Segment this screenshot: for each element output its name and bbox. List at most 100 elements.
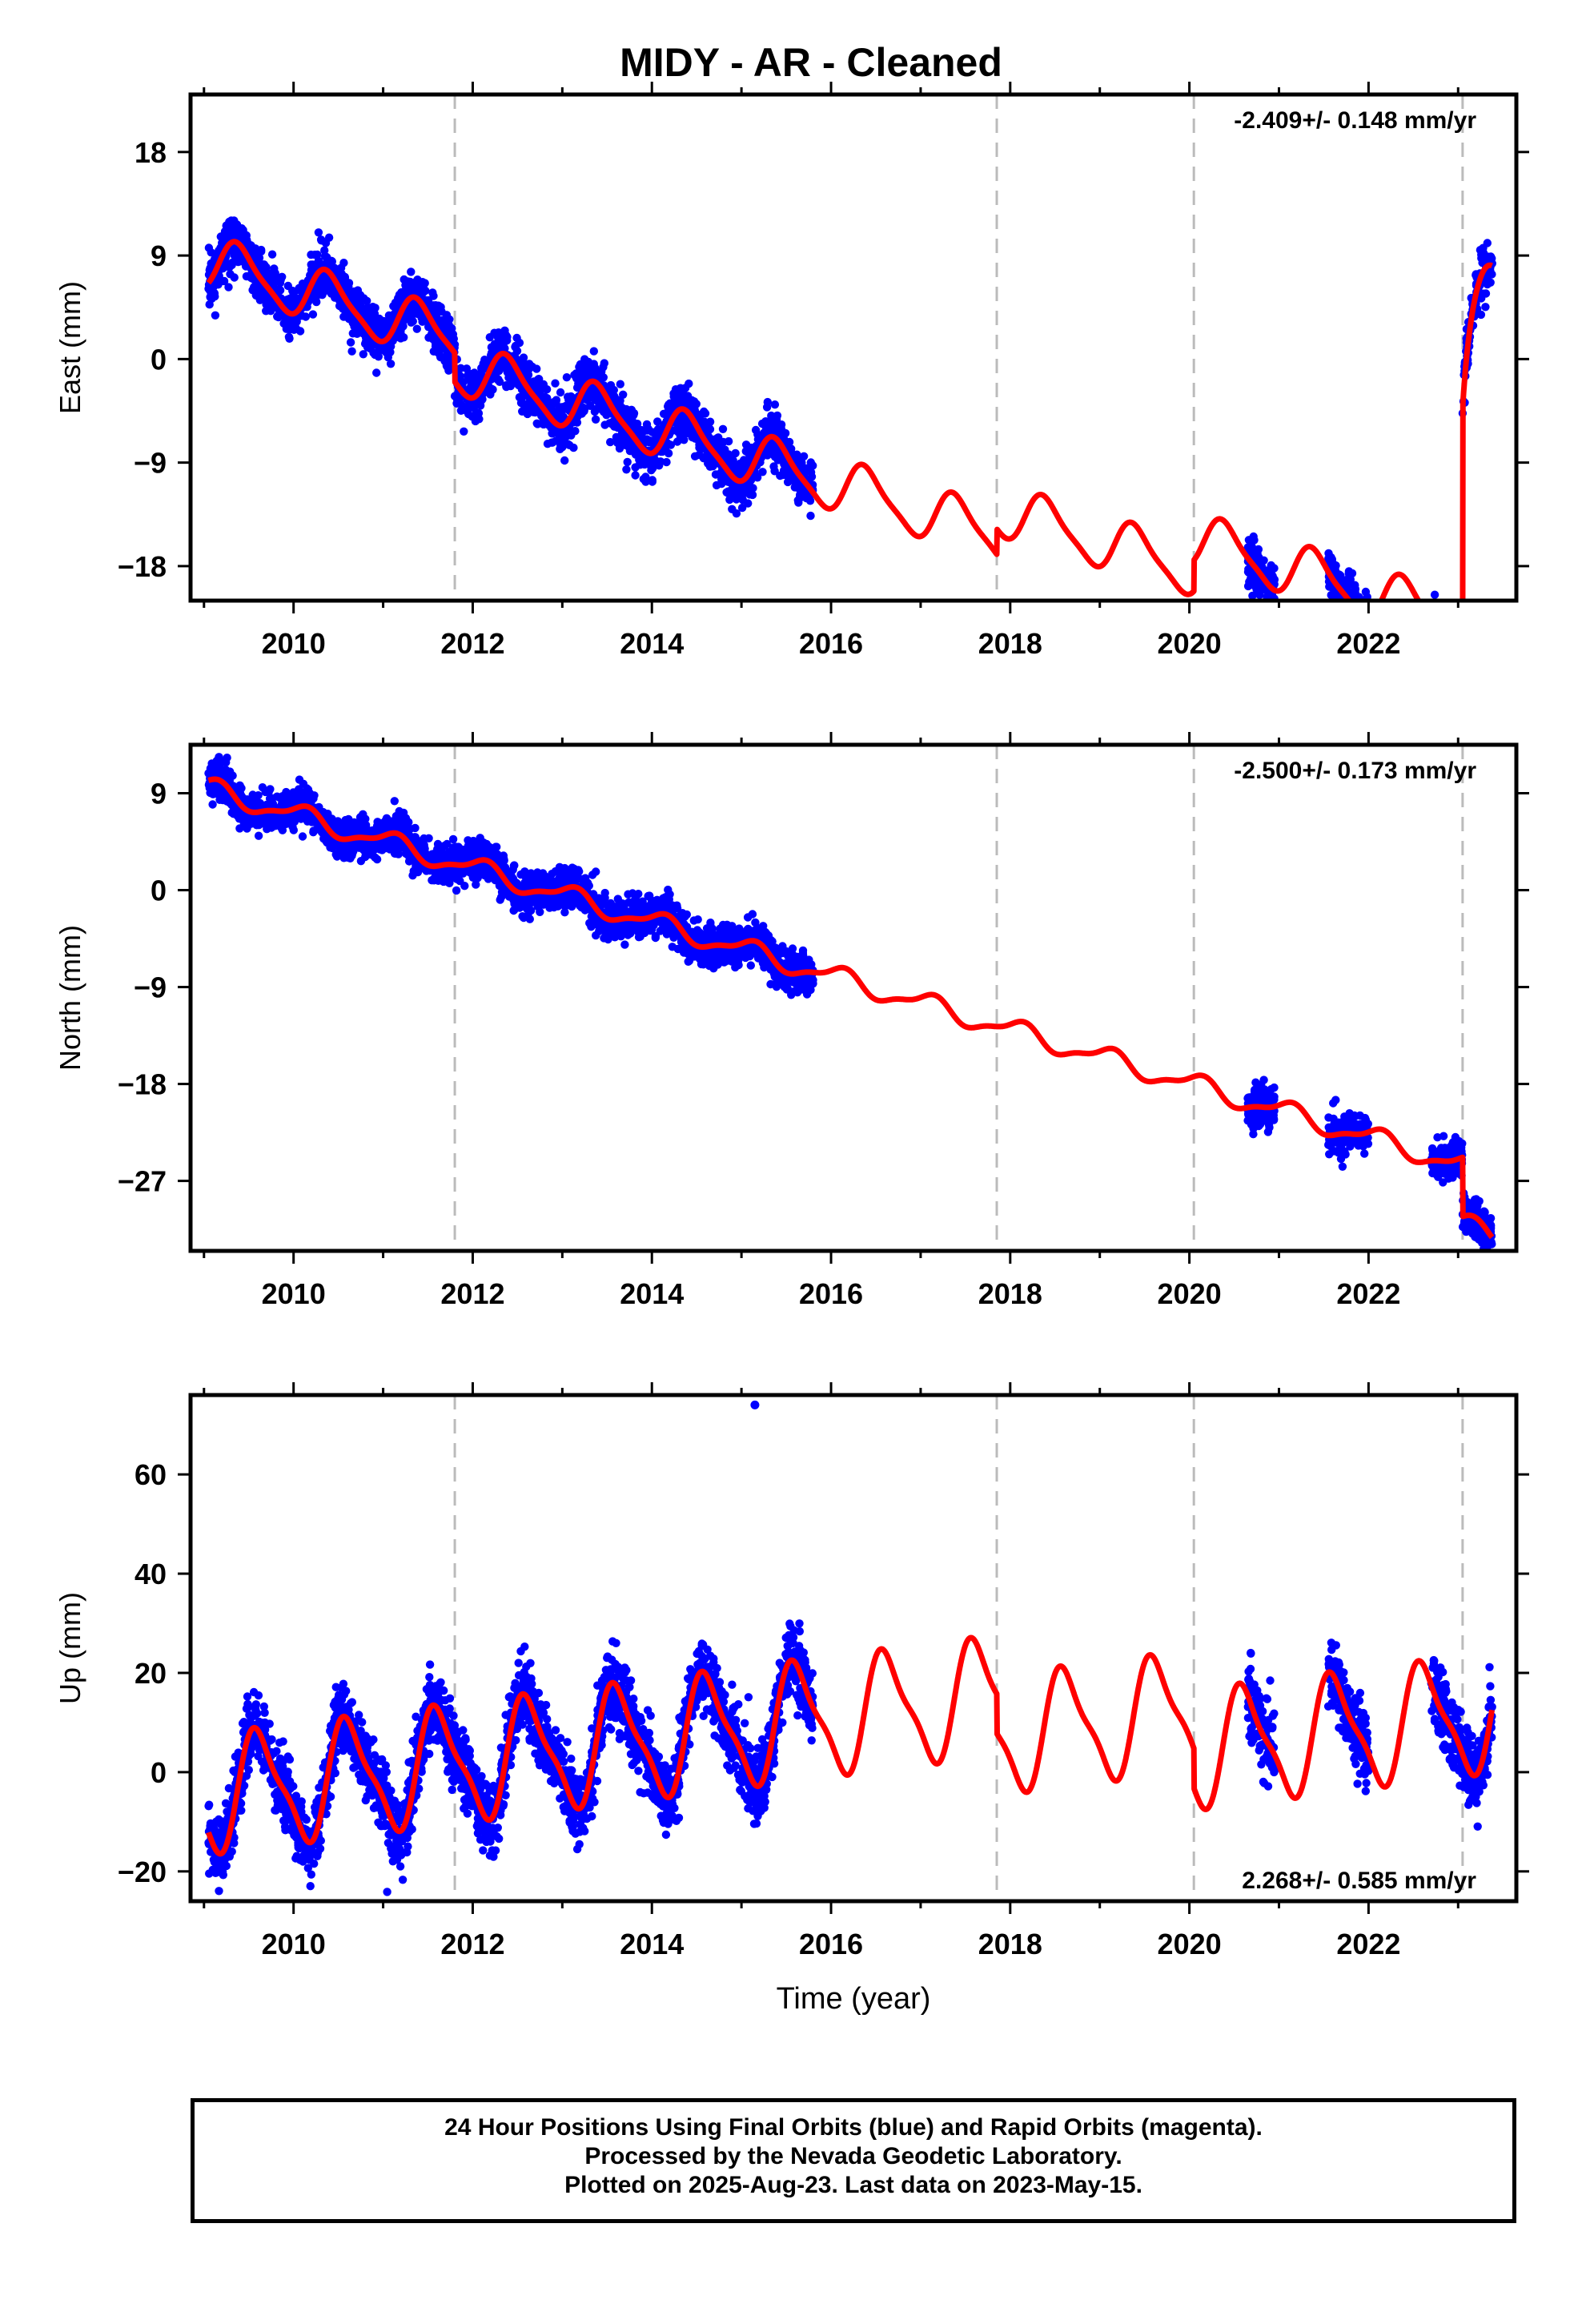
data-point (1441, 616, 1449, 624)
data-point (728, 505, 737, 513)
data-point (1355, 614, 1363, 622)
data-point (1439, 633, 1447, 641)
data-point (1459, 647, 1467, 655)
data-point (636, 460, 644, 469)
data-point (1353, 609, 1361, 617)
data-point (359, 350, 367, 359)
data-point (806, 511, 815, 521)
data-point (1351, 612, 1359, 620)
data-point (1446, 663, 1454, 671)
data-point (494, 366, 503, 375)
data-point (340, 312, 350, 320)
data-point (1436, 638, 1444, 646)
chart-title: MIDY - AR - Cleaned (620, 40, 1002, 85)
data-point (221, 230, 230, 239)
data-point (1444, 627, 1452, 635)
data-point (648, 476, 656, 485)
data-point (1344, 609, 1352, 617)
data-point (524, 401, 533, 410)
data-point (254, 831, 263, 840)
data-point (1449, 615, 1457, 623)
data-point (1349, 615, 1357, 623)
data-point (1456, 653, 1464, 661)
data-point (1356, 613, 1364, 621)
data-point (589, 347, 598, 356)
data-point (1338, 613, 1346, 621)
data-point (1451, 641, 1459, 649)
data-point (1343, 611, 1351, 619)
data-point (289, 319, 298, 328)
data-point (1452, 641, 1460, 649)
chart-panels: 2010 2012 2014 2016 2018 2020 20221890−9−18Eas… (54, 82, 1529, 1960)
data-point (1440, 627, 1448, 635)
data-point (1430, 615, 1438, 623)
data-point (226, 270, 235, 279)
data-point (600, 359, 608, 368)
data-point (671, 385, 681, 394)
data-point (1454, 655, 1462, 663)
data-point (564, 440, 572, 448)
data-point (1434, 602, 1442, 610)
data-point (1435, 633, 1443, 641)
data-point (765, 420, 774, 429)
data-point (645, 438, 654, 447)
data-point (1442, 633, 1450, 641)
data-point (1430, 625, 1438, 633)
data-point (1452, 614, 1460, 622)
y-tick-label: 18 (135, 136, 167, 169)
data-point (1441, 622, 1449, 630)
data-point (1441, 629, 1449, 637)
data-point (1363, 616, 1371, 624)
data-point (1445, 639, 1453, 647)
data-point (390, 797, 399, 806)
data-point (1347, 609, 1355, 617)
data-point (662, 457, 671, 467)
data-point (579, 404, 588, 413)
data-point (1340, 612, 1348, 620)
data-point (1430, 590, 1439, 599)
data-point (1447, 637, 1456, 645)
data-point (296, 285, 306, 294)
data-point (403, 285, 412, 294)
data-point (1267, 611, 1275, 619)
data-point (1455, 644, 1463, 652)
y-tick-label: −18 (118, 550, 167, 583)
data-point (1432, 613, 1440, 621)
data-point (1458, 620, 1466, 628)
data-point (1445, 634, 1453, 642)
data-point (723, 452, 732, 461)
data-point (372, 368, 381, 377)
data-point (1359, 603, 1367, 611)
data-point (625, 411, 634, 420)
data-point (714, 433, 723, 442)
data-point (1349, 602, 1357, 610)
data-point (664, 448, 673, 458)
data-point (502, 382, 511, 392)
data-point (1459, 633, 1467, 641)
data-point (1437, 645, 1445, 653)
data-point (1455, 641, 1463, 649)
data-point (1452, 642, 1460, 650)
data-point (464, 409, 473, 419)
data-point (1431, 628, 1439, 636)
data-point (232, 228, 241, 237)
y-tick-label: −9 (134, 447, 167, 480)
data-point (1361, 587, 1371, 597)
data-point (1477, 250, 1486, 259)
data-point (1452, 655, 1460, 663)
data-point (1439, 611, 1447, 619)
data-point (462, 364, 472, 373)
data-point (1451, 651, 1459, 659)
data-point (636, 429, 645, 439)
data-point (320, 246, 329, 255)
x-tick-label: 2020 (1158, 627, 1222, 660)
data-point (267, 250, 277, 259)
data-point (1446, 645, 1454, 653)
data-point (1431, 609, 1439, 617)
data-point (471, 416, 480, 426)
data-point (1432, 612, 1440, 620)
data-point (1441, 631, 1449, 639)
data-point (503, 336, 512, 345)
data-point (1361, 613, 1369, 621)
